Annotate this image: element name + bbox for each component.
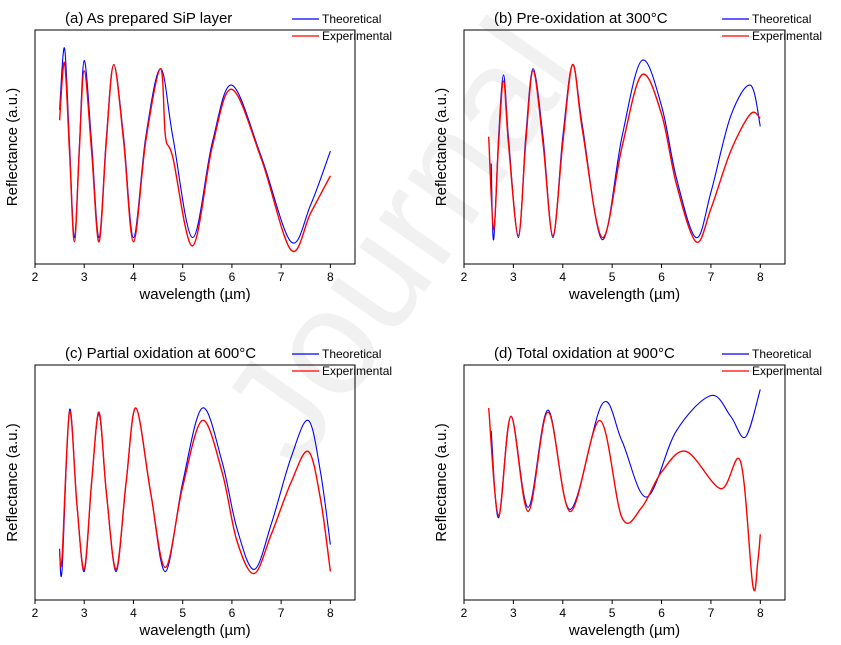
x-tick-label: 2 bbox=[32, 606, 39, 620]
x-tick-label: 3 bbox=[510, 606, 517, 620]
series-line-experimental bbox=[58, 61, 332, 253]
x-tick-label: 7 bbox=[278, 270, 285, 284]
series-line-theoretical bbox=[59, 47, 331, 244]
x-tick-label: 6 bbox=[658, 606, 665, 620]
legend-label-experimental: Experimental bbox=[322, 29, 392, 43]
y-axis-label: Reflectance (a.u.) bbox=[4, 88, 21, 206]
x-tick-label: 7 bbox=[278, 606, 285, 620]
x-tick-label: 5 bbox=[609, 270, 616, 284]
x-tick-label: 8 bbox=[327, 270, 334, 284]
x-tick-label: 5 bbox=[609, 606, 616, 620]
x-tick-label: 4 bbox=[130, 606, 137, 620]
x-axis-label: wavelength (µm) bbox=[568, 622, 680, 639]
x-tick-label: 2 bbox=[461, 606, 468, 620]
x-tick-label: 4 bbox=[130, 270, 137, 284]
chart-panel-a: 2 3 4 5 6 7 8 wavelength (µm) Reflectance (a.u.)… bbox=[4, 10, 392, 303]
x-tick-label: 8 bbox=[757, 606, 764, 620]
series-line-theoretical bbox=[59, 407, 331, 578]
chart-title: (d) Total oxidation at 900°C bbox=[494, 345, 675, 362]
x-tick-label: 3 bbox=[81, 270, 88, 284]
x-axis-label: wavelength (µm) bbox=[568, 286, 680, 303]
plot-frame bbox=[463, 364, 786, 601]
x-tick-label: 6 bbox=[229, 270, 236, 284]
legend-label-experimental: Experimental bbox=[752, 29, 822, 43]
chart-panel-c: 2 3 4 5 6 7 8 wavelength (µm) Reflectance (a.u.)… bbox=[4, 345, 392, 639]
x-tick-label: 6 bbox=[658, 270, 665, 284]
x-tick-label: 2 bbox=[32, 270, 39, 284]
chart-title: (b) Pre-oxidation at 300°C bbox=[494, 10, 668, 27]
y-axis-label: Reflectance (a.u.) bbox=[433, 88, 450, 206]
series-line-theoretical bbox=[490, 389, 761, 519]
x-tick-label: 8 bbox=[757, 270, 764, 284]
x-tick-label: 5 bbox=[179, 606, 186, 620]
series-line-experimental bbox=[58, 407, 332, 575]
chart-panel-d: 2 3 4 5 6 7 8 wavelength (µm) Reflectance (a.u.)… bbox=[433, 345, 822, 639]
series-line-experimental bbox=[488, 407, 761, 592]
legend-label-theoretical: Theoretical bbox=[752, 12, 811, 26]
legend-label-experimental: Experimental bbox=[322, 364, 392, 378]
chart-title: (a) As prepared SiP layer bbox=[65, 10, 232, 27]
legend-label-experimental: Experimental bbox=[752, 364, 822, 378]
x-tick-label: 7 bbox=[708, 606, 715, 620]
x-tick-label: 2 bbox=[461, 270, 468, 284]
x-tick-label: 5 bbox=[179, 270, 186, 284]
x-axis-label: wavelength (µm) bbox=[138, 286, 250, 303]
series-line-theoretical bbox=[490, 59, 761, 241]
plot-frame bbox=[34, 29, 356, 265]
series-line-experimental bbox=[488, 63, 761, 243]
x-tick-label: 8 bbox=[327, 606, 334, 620]
x-tick-label: 3 bbox=[510, 270, 517, 284]
legend-label-theoretical: Theoretical bbox=[752, 347, 811, 361]
legend-label-theoretical: Theoretical bbox=[322, 347, 381, 361]
chart-title: (c) Partial oxidation at 600°C bbox=[65, 345, 256, 362]
plot-frame bbox=[34, 364, 356, 601]
x-axis-label: wavelength (µm) bbox=[138, 622, 250, 639]
x-tick-label: 3 bbox=[81, 606, 88, 620]
chart-panel-b: 2 3 4 5 6 7 8 wavelength (µm) Reflectance (a.u.)… bbox=[433, 10, 822, 303]
legend-label-theoretical: Theoretical bbox=[322, 12, 381, 26]
y-axis-label: Reflectance (a.u.) bbox=[4, 423, 21, 541]
x-tick-label: 6 bbox=[229, 606, 236, 620]
x-tick-label: 4 bbox=[559, 270, 566, 284]
y-axis-label: Reflectance (a.u.) bbox=[433, 423, 450, 541]
x-tick-label: 7 bbox=[708, 270, 715, 284]
x-tick-label: 4 bbox=[559, 606, 566, 620]
plot-frame bbox=[463, 29, 786, 265]
